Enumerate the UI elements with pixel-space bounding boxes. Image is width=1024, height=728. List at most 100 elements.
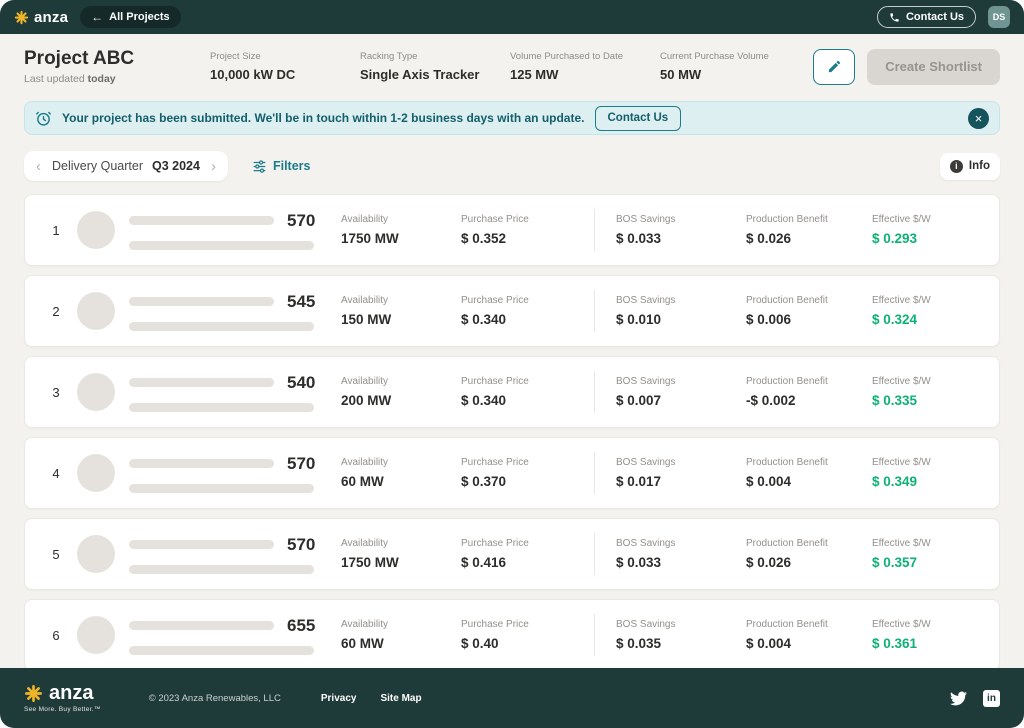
row-rank: 4: [45, 466, 67, 481]
prev-quarter-button[interactable]: ‹: [34, 159, 43, 174]
logo-text: anza: [34, 9, 68, 26]
effective-price-value: $ 0.349: [872, 474, 983, 489]
purchase-price-label: Purchase Price: [461, 619, 573, 630]
bos-savings-value: $ 0.007: [616, 393, 746, 408]
effective-price-value: $ 0.361: [872, 636, 983, 651]
bos-savings-cell: BOS Savings $ 0.007: [616, 376, 746, 408]
skeleton-bar: [129, 621, 274, 630]
info-label: Info: [969, 160, 990, 172]
module-wattage: 570: [287, 535, 315, 555]
module-list: 1 570 Availability 1750 MW Purchase Pric…: [24, 194, 1000, 671]
all-projects-button[interactable]: ← All Projects: [80, 6, 181, 28]
info-button[interactable]: i Info: [940, 153, 1000, 180]
bos-savings-cell: BOS Savings $ 0.010: [616, 295, 746, 327]
module-wattage: 570: [287, 211, 315, 231]
filters-icon: [252, 159, 267, 174]
bos-savings-value: $ 0.033: [616, 555, 746, 570]
effective-price-cell: Effective $/W $ 0.335: [872, 376, 983, 408]
contact-us-button[interactable]: Contact Us: [877, 6, 976, 28]
production-benefit-value: $ 0.026: [746, 555, 872, 570]
bos-savings-label: BOS Savings: [616, 457, 746, 468]
effective-price-cell: Effective $/W $ 0.293: [872, 214, 983, 246]
delivery-quarter-selector: ‹ Delivery Quarter Q3 2024 ›: [24, 151, 228, 181]
stat-value: 10,000 kW DC: [210, 67, 360, 82]
next-quarter-button[interactable]: ›: [209, 159, 218, 174]
module-row[interactable]: 5 570 Availability 1750 MW Purchase Pric…: [24, 518, 1000, 590]
redacted-module-name: 545: [129, 292, 341, 331]
banner-close-button[interactable]: ×: [968, 108, 989, 129]
linkedin-icon[interactable]: in: [983, 690, 1000, 707]
availability-value: 150 MW: [341, 312, 461, 327]
module-row[interactable]: 1 570 Availability 1750 MW Purchase Pric…: [24, 194, 1000, 266]
avatar[interactable]: DS: [988, 6, 1010, 28]
availability-label: Availability: [341, 538, 461, 549]
bos-savings-label: BOS Savings: [616, 214, 746, 225]
bos-savings-label: BOS Savings: [616, 538, 746, 549]
footer-copyright: © 2023 Anza Renewables, LLC: [149, 693, 281, 704]
filters-label: Filters: [273, 159, 311, 173]
delivery-quarter-label: Delivery Quarter: [52, 159, 143, 173]
purchase-price-value: $ 0.352: [461, 231, 573, 246]
availability-cell: Availability 150 MW: [341, 295, 461, 327]
availability-cell: Availability 1750 MW: [341, 538, 461, 570]
filters-button[interactable]: Filters: [246, 158, 317, 175]
redacted-module-name: 570: [129, 535, 341, 574]
column-divider: [594, 209, 595, 251]
production-benefit-value: $ 0.006: [746, 312, 872, 327]
effective-price-label: Effective $/W: [872, 538, 983, 549]
availability-value: 1750 MW: [341, 231, 461, 246]
production-benefit-value: $ 0.004: [746, 474, 872, 489]
create-shortlist-button[interactable]: Create Shortlist: [867, 49, 1000, 85]
privacy-link[interactable]: Privacy: [321, 693, 357, 704]
skeleton-bar: [129, 403, 314, 412]
module-row[interactable]: 4 570 Availability 60 MW Purchase Price …: [24, 437, 1000, 509]
page-title: Project ABC: [24, 48, 210, 70]
last-updated-prefix: Last updated: [24, 73, 85, 85]
module-wattage: 540: [287, 373, 315, 393]
twitter-link[interactable]: [950, 690, 967, 707]
bos-savings-label: BOS Savings: [616, 376, 746, 387]
effective-price-value: $ 0.324: [872, 312, 983, 327]
module-thumbnail: [77, 616, 115, 654]
availability-label: Availability: [341, 619, 461, 630]
clock-icon: [35, 110, 52, 127]
effective-price-cell: Effective $/W $ 0.324: [872, 295, 983, 327]
module-row[interactable]: 2 545 Availability 150 MW Purchase Price…: [24, 275, 1000, 347]
effective-price-label: Effective $/W: [872, 376, 983, 387]
project-stats: Project Size 10,000 kW DC Racking Type S…: [210, 51, 813, 82]
effective-price-value: $ 0.357: [872, 555, 983, 570]
back-arrow-icon: ←: [91, 10, 103, 24]
bos-savings-value: $ 0.033: [616, 231, 746, 246]
stat-label: Project Size: [210, 51, 360, 62]
redacted-module-name: 570: [129, 454, 341, 493]
anza-logo[interactable]: anza: [14, 9, 68, 26]
footer-anza-logo[interactable]: anza See More. Buy Better.™: [24, 683, 101, 713]
stat-project-size: Project Size 10,000 kW DC: [210, 51, 360, 82]
purchase-price-value: $ 0.340: [461, 393, 573, 408]
footer-logo-text: anza: [49, 683, 93, 703]
production-benefit-value: $ 0.026: [746, 231, 872, 246]
module-wattage: 545: [287, 292, 315, 312]
close-icon: ×: [975, 111, 983, 126]
production-benefit-cell: Production Benefit $ 0.006: [746, 295, 872, 327]
module-row[interactable]: 3 540 Availability 200 MW Purchase Price…: [24, 356, 1000, 428]
footer: anza See More. Buy Better.™ © 2023 Anza …: [0, 668, 1024, 728]
row-rank: 1: [45, 223, 67, 238]
site-map-link[interactable]: Site Map: [380, 693, 421, 704]
banner-contact-us-button[interactable]: Contact Us: [595, 106, 682, 131]
production-benefit-label: Production Benefit: [746, 376, 872, 387]
skeleton-bar: [129, 322, 314, 331]
purchase-price-value: $ 0.40: [461, 636, 573, 651]
purchase-price-cell: Purchase Price $ 0.340: [461, 376, 573, 408]
bos-savings-cell: BOS Savings $ 0.033: [616, 214, 746, 246]
availability-cell: Availability 60 MW: [341, 457, 461, 489]
availability-value: 1750 MW: [341, 555, 461, 570]
module-row[interactable]: 6 655 Availability 60 MW Purchase Price …: [24, 599, 1000, 671]
availability-label: Availability: [341, 457, 461, 468]
twitter-icon: [950, 690, 967, 707]
project-header: Project ABC Last updated today Project S…: [0, 34, 1024, 101]
footer-tagline: See More. Buy Better.™: [24, 706, 101, 713]
stat-volume-purchased: Volume Purchased to Date 125 MW: [510, 51, 660, 82]
bos-savings-cell: BOS Savings $ 0.017: [616, 457, 746, 489]
edit-project-button[interactable]: [813, 49, 855, 85]
